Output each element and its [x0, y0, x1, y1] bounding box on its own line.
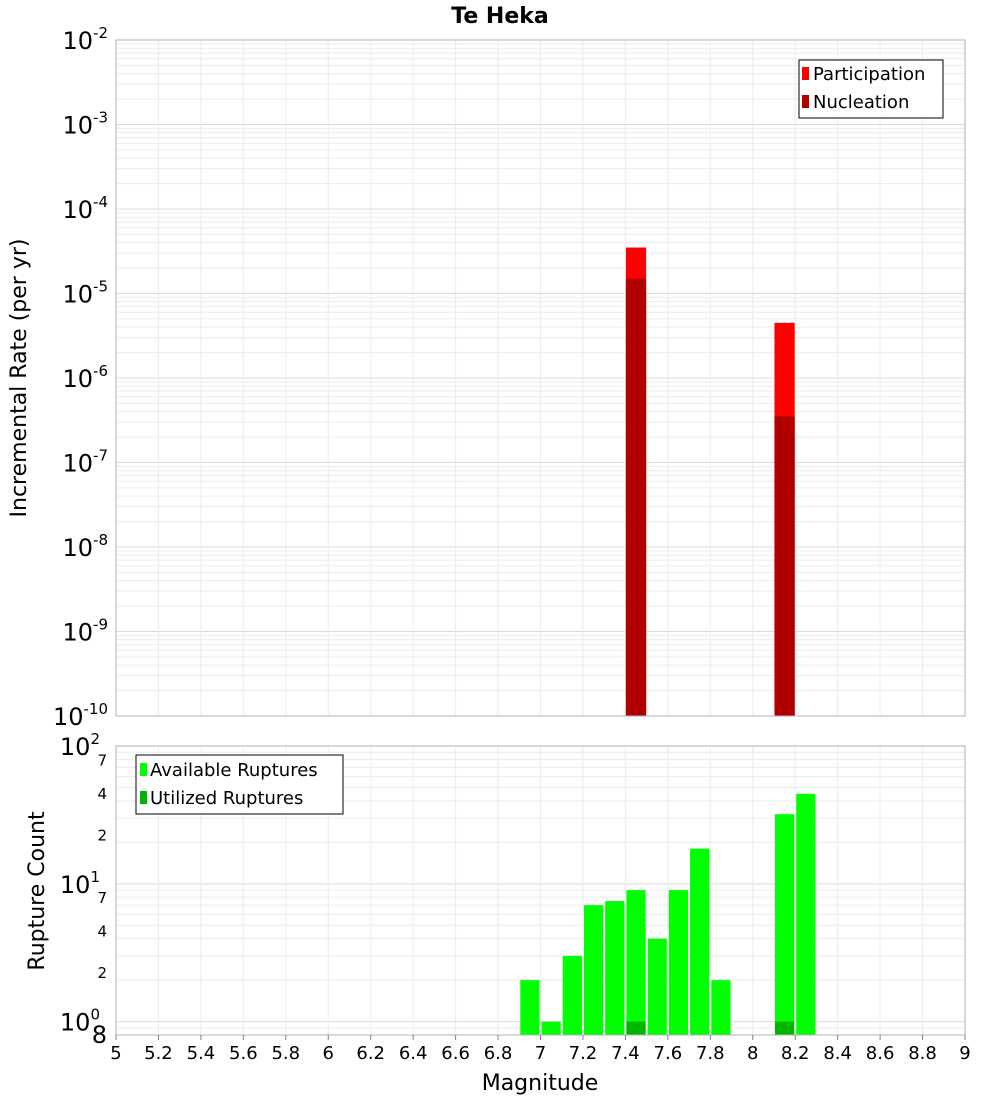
rupture-y-tick-label: 102	[60, 730, 100, 761]
x-tick-label: 5	[110, 1043, 121, 1064]
rate-y-tick-label: 10-8	[62, 531, 108, 562]
x-tick-label: 8.2	[781, 1043, 810, 1064]
legend-label-available: Available Ruptures	[150, 760, 318, 781]
rupture-y-minor-tick-label: 4	[97, 923, 107, 941]
x-tick-label: 6	[323, 1043, 334, 1064]
legend-swatch-nucleation	[802, 95, 809, 108]
rupture-y-minor-tick-label: 7	[97, 889, 107, 907]
x-tick-label: 7.4	[611, 1043, 640, 1064]
x-tick-label: 8.8	[908, 1043, 937, 1064]
rate-y-tick-label: 10-2	[62, 24, 108, 55]
x-tick-label: 5.6	[229, 1043, 258, 1064]
rate-legend-box	[798, 59, 944, 119]
rupture-count-panel: 100 101 102 8 2 4 7 2 4 7 5 5.2 5.4 5.6 5.8 6 6.2 6.4 6.6…	[25, 730, 971, 1096]
rate-y-tick-label: 10-4	[62, 193, 108, 224]
legend-swatch-participation	[802, 67, 809, 80]
utilized-ruptures-bar	[774, 1021, 795, 1035]
rate-plot-panel: 10-10 10-9 10-8 10-7 10-6 10-5 10-4 10-3 10-2 In…	[7, 24, 966, 731]
rupture-y-tick-label: 101	[60, 868, 100, 899]
available-ruptures-bar	[605, 901, 625, 1035]
legend-swatch-utilized	[140, 791, 147, 804]
rate-y-tick-label: 10-3	[62, 109, 108, 140]
available-ruptures-bar	[626, 890, 646, 1035]
x-tick-label: 5.2	[144, 1043, 173, 1064]
nucleation-bar	[625, 278, 647, 716]
nucleation-bar	[774, 416, 795, 716]
rate-y-tick-label: 10-7	[62, 447, 108, 478]
utilized-ruptures-bar	[626, 1021, 646, 1035]
x-tick-label: 6.2	[356, 1043, 385, 1064]
x-tick-label: 6.4	[399, 1043, 428, 1064]
available-ruptures-bar	[562, 955, 582, 1035]
x-tick-label: 6.8	[484, 1043, 513, 1064]
available-ruptures-bar	[668, 890, 689, 1035]
rupture-y-tick-label: 100	[60, 1006, 100, 1037]
available-ruptures-bar	[774, 814, 795, 1035]
legend-label-participation: Participation	[813, 64, 925, 85]
rate-y-tick-label: 10-6	[62, 362, 108, 393]
x-axis-title: Magnitude	[482, 1071, 599, 1096]
rate-y-tick-label: 10-10	[53, 700, 108, 731]
x-tick-label: 5.4	[187, 1043, 216, 1064]
rupture-y-minor-tick-label: 4	[97, 785, 107, 803]
rupture-y-minor-tick-label: 2	[97, 826, 107, 844]
rate-y-axis-title: Incremental Rate (per yr)	[7, 239, 32, 518]
rate-legend: Participation Nucleation	[798, 59, 944, 119]
rate-plot-border	[115, 39, 966, 717]
x-tick-label: 8	[747, 1043, 758, 1064]
chart-title: Te Heka	[451, 4, 548, 29]
available-ruptures-bar	[541, 1021, 561, 1035]
x-tick-label: 5.8	[271, 1043, 300, 1064]
legend-label-utilized: Utilized Ruptures	[150, 788, 303, 809]
rate-y-tick-label: 10-5	[62, 278, 108, 309]
available-ruptures-bar	[583, 905, 604, 1035]
x-tick-label: 9	[959, 1043, 970, 1064]
rupture-y-minor-tick-label: 2	[97, 964, 107, 982]
x-tick-label: 8.6	[866, 1043, 895, 1064]
x-tick-label: 8.4	[823, 1043, 852, 1064]
rupture-legend: Available Ruptures Utilized Ruptures	[135, 754, 344, 815]
x-tick-label: 6.6	[441, 1043, 470, 1064]
rate-y-tick-label: 10-9	[62, 616, 108, 647]
available-ruptures-bar	[690, 848, 710, 1035]
available-ruptures-bar	[711, 980, 731, 1035]
available-ruptures-bar	[520, 980, 540, 1035]
rupture-y-minor-tick-label: 8	[92, 1021, 107, 1049]
x-tick-label: 7.2	[569, 1043, 598, 1064]
legend-label-nucleation: Nucleation	[813, 92, 909, 113]
x-tick-label: 7	[535, 1043, 546, 1064]
x-tick-label: 7.8	[696, 1043, 725, 1064]
rupture-legend-box	[135, 754, 344, 815]
rupture-y-axis-title: Rupture Count	[25, 811, 50, 971]
available-ruptures-bar	[796, 793, 816, 1035]
available-ruptures-bar	[647, 938, 667, 1035]
rupture-y-minor-tick-label: 7	[97, 751, 107, 769]
x-tick-label: 7.6	[654, 1043, 683, 1064]
legend-swatch-available	[140, 763, 147, 776]
